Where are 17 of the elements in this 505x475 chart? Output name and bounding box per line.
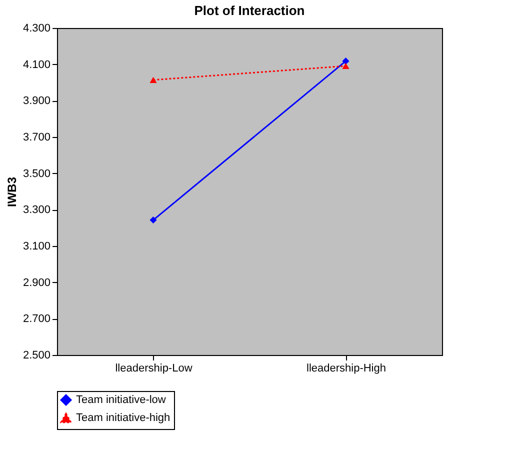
- y-tick-label: 4.100: [22, 58, 50, 71]
- y-tick-label: 2.500: [22, 350, 50, 362]
- y-tick-label: 3.100: [22, 240, 50, 252]
- legend-label: Team initiative-high: [76, 412, 170, 424]
- x-tick-label: lleadership-Low: [115, 362, 192, 374]
- y-tick-label: 4.300: [22, 22, 50, 34]
- point: [150, 216, 157, 224]
- y-axis-title: IWB3: [4, 176, 19, 207]
- legend-label: Team initiative-low: [76, 394, 166, 406]
- y-tick-label: 3.300: [22, 204, 50, 216]
- y-tick-label: 3.700: [22, 132, 50, 144]
- y-tick-label: 2.700: [22, 313, 50, 326]
- y-tick-label: 2.900: [22, 276, 50, 289]
- y-tick-label: 3.500: [22, 168, 50, 180]
- x-tick-label: lleadership-High: [306, 362, 386, 374]
- y-tick-label: 3.900: [22, 95, 50, 108]
- chart-title: Plot of Interaction: [194, 3, 305, 18]
